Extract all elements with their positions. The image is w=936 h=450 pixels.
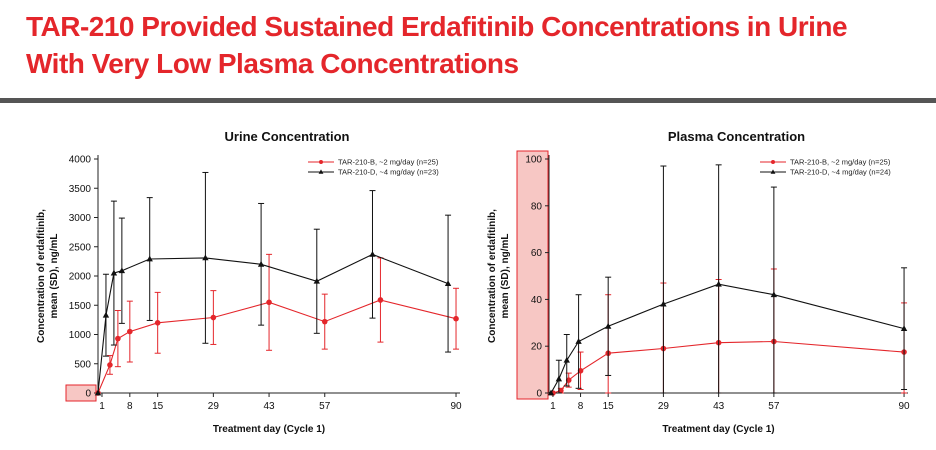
data-point [444,280,452,287]
legend-marker [318,169,324,174]
data-point [715,280,722,287]
x-tick-label: 8 [127,401,133,412]
data-point [146,255,153,262]
legend-marker [319,160,323,164]
y-tick-label: 4000 [69,155,92,166]
x-tick-label: 1 [550,401,556,412]
chart-title: Urine Concentration [225,129,350,144]
y-tick-label: 40 [531,295,543,306]
slide-title-line-1: TAR-210 Provided Sustained Erdafitinib C… [26,11,848,42]
y-axis-label-line: Concentration of erdafitinib, [36,209,47,343]
y-axis-label-line: mean (SD), ng/mL [49,233,60,318]
x-tick-label: 43 [263,401,275,412]
urine-concentration-chart: Urine Concentration 0 500 1000 1500 2000 2500 3… [36,129,462,435]
series-2 [94,171,452,396]
y-tick-label: 500 [74,359,91,370]
y-tick-label: 20 [531,342,543,353]
x-axis-label: Treatment day (Cycle 1) [213,424,325,435]
plasma-concentration-chart: Plasma Concentration 0 20 40 60 80 100 1 8 15 29 43… [487,129,910,435]
data-point [107,362,113,368]
y-tick-label: 0 [85,389,91,400]
data-point [575,338,582,344]
y-tick-label: 3500 [69,184,92,195]
data-point [210,314,217,321]
series-line [552,340,905,394]
highlight-box [65,384,97,402]
y-tick-label: 1000 [69,330,92,341]
y-tick-label: 0 [536,389,542,400]
x-tick-label: 29 [208,401,220,412]
data-point [547,389,555,396]
x-tick-label: 90 [450,401,462,412]
data-point [555,375,563,382]
legend-marker [771,160,775,164]
x-tick-label: 15 [603,401,615,412]
x-tick-label: 90 [898,401,910,412]
data-point [127,328,133,335]
x-axis-label: Treatment day (Cycle 1) [662,424,774,435]
x-tick-label: 57 [768,401,780,412]
data-point [558,387,564,394]
data-point [453,315,459,322]
data-point [313,277,320,284]
y-axis-label-line: mean (SD), ng/mL [500,233,511,318]
legend: TAR-210-B, ~2 mg/day (n=25)TAR-210-D, ~4… [308,158,439,177]
slide-title: TAR-210 Provided Sustained Erdafitinib C… [26,8,916,82]
legend-label: TAR-210-D, ~4 mg/day (n=23) [338,168,439,177]
y-tick-label: 60 [531,248,543,259]
legend: TAR-210-B, ~2 mg/day (n=25)TAR-210-D, ~4… [760,158,891,177]
series-line [550,283,905,394]
y-tick-label: 100 [525,155,542,166]
x-tick-label: 8 [578,401,584,412]
slide-title-line-2: With Very Low Plasma Concentrations [26,48,519,79]
data-point [321,318,328,325]
series-line [97,253,449,394]
title-divider [0,98,936,103]
data-point [377,297,384,303]
data-point [770,291,778,298]
x-tick-label: 57 [319,401,331,412]
legend-label: TAR-210-B, ~2 mg/day (n=25) [338,158,439,167]
data-point [94,389,102,396]
data-point [900,325,908,332]
x-tick-label: 15 [152,401,164,412]
data-point [110,269,118,276]
data-point [660,300,667,307]
data-point [604,322,612,329]
y-tick-label: 80 [531,201,543,212]
data-point [565,377,572,383]
legend-label: TAR-210-D, ~4 mg/day (n=24) [790,168,891,177]
series-1 [95,253,460,396]
y-tick-label: 3000 [69,213,92,224]
x-tick-label: 1 [99,401,105,412]
x-tick-label: 29 [658,401,670,412]
series-1 [550,268,908,396]
data-point [115,335,121,342]
data-point [369,250,376,257]
x-tick-label: 43 [713,401,725,412]
y-tick-label: 2000 [69,272,92,283]
highlight-box [516,150,549,400]
y-tick-label: 2500 [69,242,92,253]
data-point [154,320,161,326]
legend-marker [770,169,776,174]
data-point [257,260,265,267]
data-point [266,299,272,306]
y-tick-label: 1500 [69,301,92,312]
series-line [97,299,457,394]
y-axis-label-line: Concentration of erdafitinib, [487,209,498,343]
data-point [118,267,126,274]
legend-label: TAR-210-B, ~2 mg/day (n=25) [790,158,891,167]
data-point [563,356,570,363]
data-point [202,254,209,261]
series-2 [547,164,908,396]
chart-title: Plasma Concentration [668,129,805,144]
data-point [577,367,584,374]
data-point [102,311,110,318]
